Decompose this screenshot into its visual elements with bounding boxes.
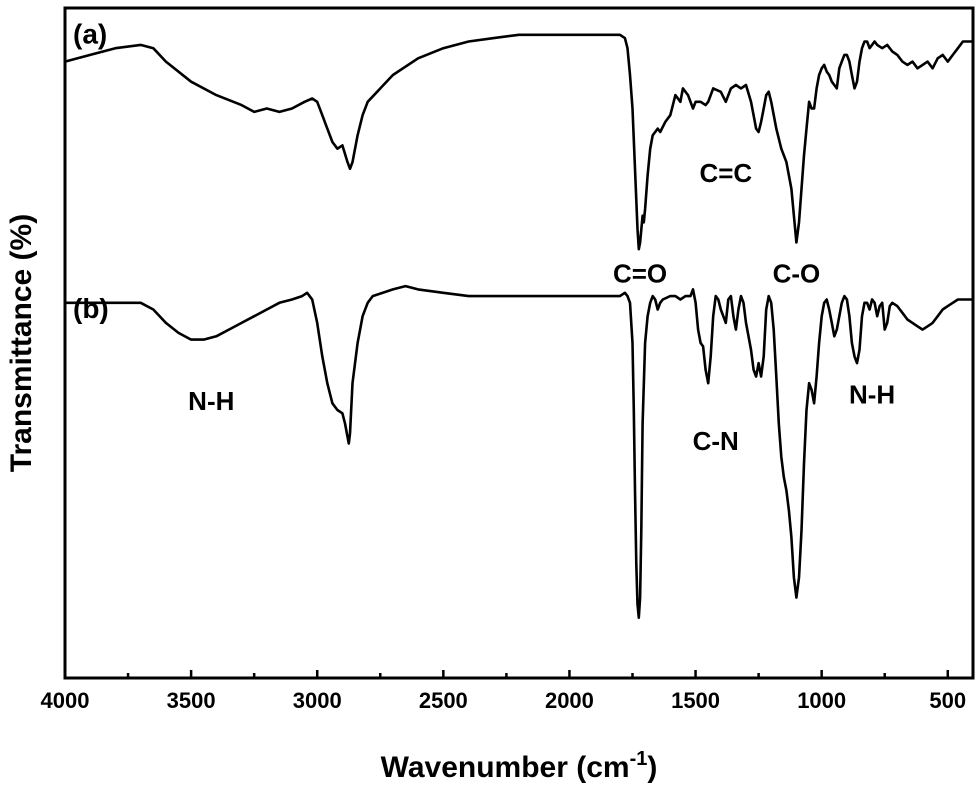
x-tick-label: 2000 [545, 688, 594, 713]
spectrum-line-a [63, 33, 975, 251]
x-tick-label: 1000 [797, 688, 846, 713]
x-tick-label: 3000 [293, 688, 342, 713]
x-tick-label: 2500 [419, 688, 468, 713]
x-tick-label: 1500 [671, 688, 720, 713]
series-layer [63, 33, 975, 619]
x-axis-title: Wavenumber (cm-1) [381, 748, 658, 784]
peak-annotation: C-N [693, 426, 739, 456]
x-tick-label: 500 [929, 688, 966, 713]
panel-label-a: (a) [73, 18, 107, 49]
x-ticks: 4000 3500 3000 2500 2000 1500 1000 500 [41, 670, 966, 713]
peak-annotation: N-H [849, 379, 895, 409]
panel-label-b: (b) [73, 293, 109, 324]
peak-annotation: N-H [188, 386, 234, 416]
spectrum-line-b [63, 284, 975, 619]
x-tick-label: 3500 [167, 688, 216, 713]
peak-annotation: C-O [773, 259, 821, 289]
annotations-layer: (a) (b) C=O C=C C-O N-H C-N N-H [73, 18, 895, 456]
plot-frame [63, 6, 975, 680]
x-tick-label: 4000 [41, 688, 90, 713]
peak-annotation: C=O [613, 259, 667, 289]
y-axis-title: Transmittance (%) [5, 214, 38, 472]
peak-annotation: C=C [699, 158, 752, 188]
